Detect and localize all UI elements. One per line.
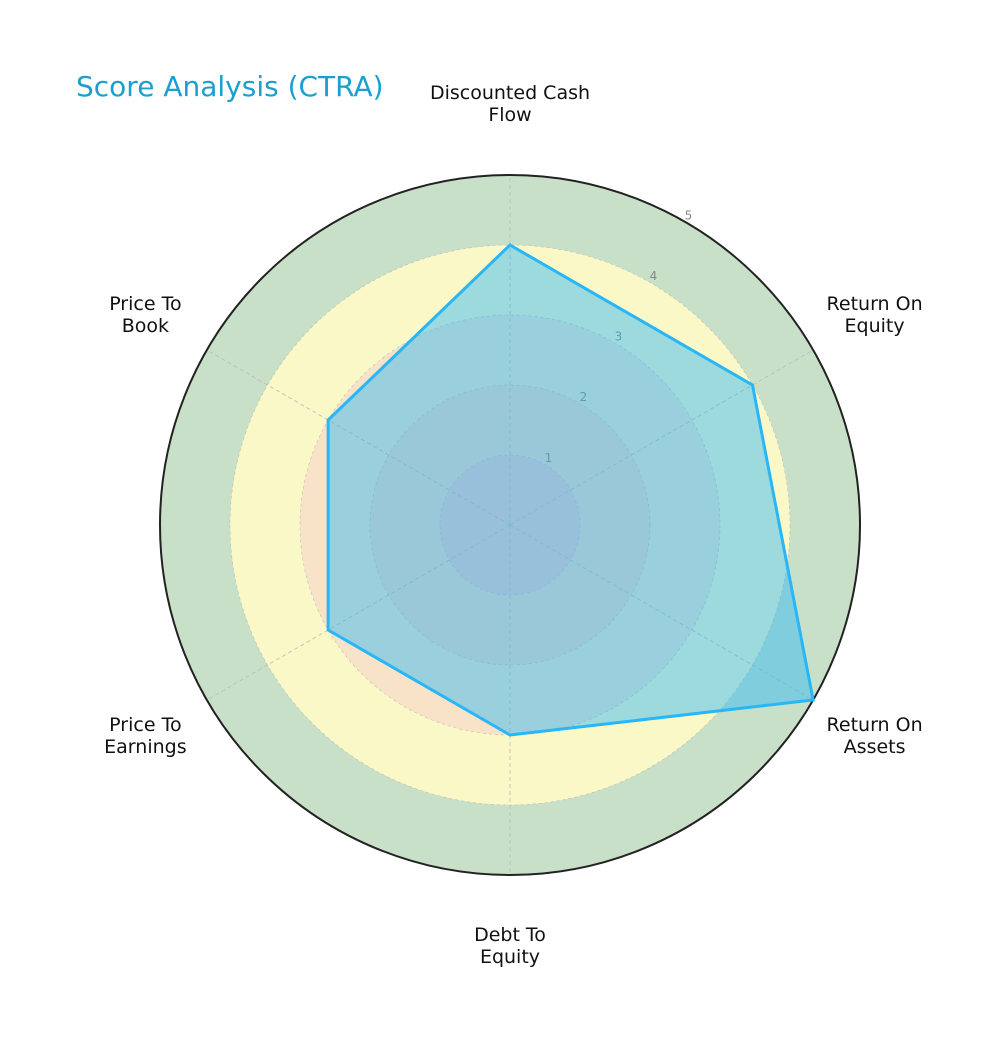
- axis-label: Price To Earnings: [104, 713, 187, 758]
- r-tick-label: 5: [685, 208, 693, 222]
- spoke: [509, 524, 814, 701]
- r-tick-label: 1: [545, 451, 553, 465]
- spoke: [206, 349, 511, 526]
- grid-circle: [299, 314, 721, 736]
- axis-label: Return On Assets: [826, 713, 923, 758]
- radar-area: [326, 243, 815, 737]
- spoke: [509, 349, 814, 526]
- r-tick-label: 4: [650, 269, 658, 283]
- spoke: [206, 524, 511, 701]
- outer-circle: [159, 174, 861, 876]
- axis-label: Return On Equity: [826, 292, 923, 337]
- grid-circle: [369, 384, 651, 666]
- axis-label: Discounted Cash Flow: [429, 82, 591, 126]
- r-tick-label: 3: [615, 330, 623, 344]
- axis-label: Price To Book: [109, 292, 182, 337]
- axis-label: Debt To Equity: [474, 924, 546, 968]
- r-tick-label: 2: [580, 390, 588, 404]
- chart-title: Score Analysis (CTRA): [76, 70, 384, 103]
